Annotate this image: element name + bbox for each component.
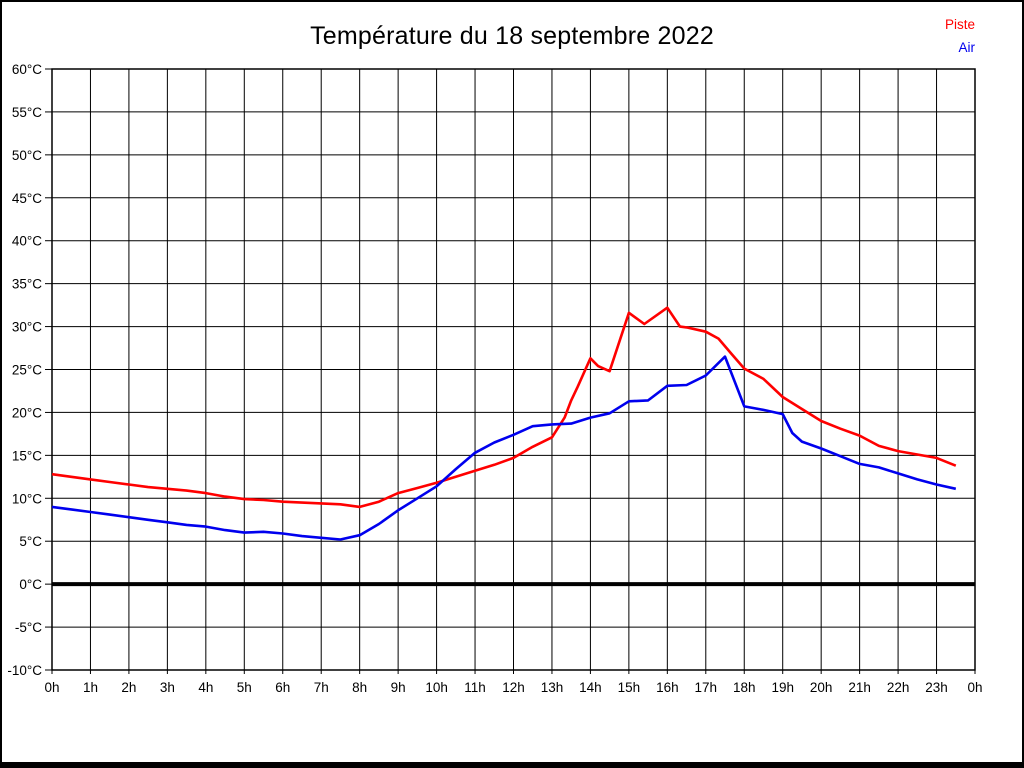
chart-legend: Piste Air — [945, 13, 975, 59]
x-axis-tick-label: 13h — [541, 680, 564, 695]
x-axis-tick-label: 16h — [656, 680, 679, 695]
y-axis-tick-label: 5°C — [19, 534, 42, 549]
x-axis-tick-label: 9h — [391, 680, 406, 695]
x-axis-tick-label: 4h — [198, 680, 213, 695]
y-axis-tick-label: 30°C — [12, 320, 42, 335]
x-axis-tick-label: 12h — [502, 680, 525, 695]
x-axis-tick-label: 2h — [121, 680, 136, 695]
legend-label-air: Air — [958, 40, 976, 55]
x-axis-tick-label: 5h — [237, 680, 252, 695]
x-axis-tick-label: 17h — [695, 680, 718, 695]
legend-item-air: Air — [945, 36, 976, 59]
x-axis-tick-label: 7h — [314, 680, 329, 695]
y-axis-tick-label: -5°C — [15, 620, 42, 635]
x-axis-tick-label: 3h — [160, 680, 175, 695]
x-axis-tick-label: 6h — [275, 680, 290, 695]
legend-label-piste: Piste — [944, 17, 975, 32]
x-axis-tick-label: 15h — [618, 680, 641, 695]
x-axis-tick-label: 23h — [925, 680, 948, 695]
x-axis-tick-label: 1h — [83, 680, 98, 695]
y-axis-tick-label: 50°C — [12, 148, 42, 163]
y-axis-tick-label: 60°C — [12, 62, 42, 77]
y-axis-tick-label: 55°C — [12, 105, 42, 120]
x-axis-tick-label: 21h — [848, 680, 871, 695]
x-axis-tick-label: 18h — [733, 680, 756, 695]
y-axis-tick-label: -10°C — [7, 663, 42, 678]
y-axis-tick-label: 45°C — [12, 191, 42, 206]
y-axis-tick-label: 0°C — [19, 577, 42, 592]
x-axis-tick-label: 11h — [464, 680, 486, 695]
x-axis-tick-label: 22h — [887, 680, 910, 695]
y-axis-tick-label: 10°C — [12, 491, 42, 506]
y-axis-tick-label: 35°C — [12, 277, 42, 292]
series-line-piste — [51, 306, 957, 509]
y-axis-tick-label: 40°C — [12, 234, 42, 249]
chart-title: Température du 18 septembre 2022 — [310, 22, 714, 50]
x-axis-tick-label: 10h — [425, 680, 448, 695]
x-axis-tick-label: 14h — [579, 680, 602, 695]
legend-item-piste: Piste — [945, 13, 975, 36]
x-axis-tick-label: 0h — [44, 680, 59, 695]
y-axis-tick-label: 15°C — [12, 448, 42, 463]
y-axis-tick-label: 25°C — [12, 363, 42, 378]
x-axis-tick-label: 19h — [771, 680, 794, 695]
x-axis-tick-label: 20h — [810, 680, 833, 695]
x-axis-tick-label: 8h — [352, 680, 367, 695]
plot-border — [51, 68, 976, 671]
y-axis-tick-label: 20°C — [12, 405, 42, 420]
x-axis-tick-label: 0h — [967, 680, 982, 695]
series-line-air — [51, 355, 957, 541]
